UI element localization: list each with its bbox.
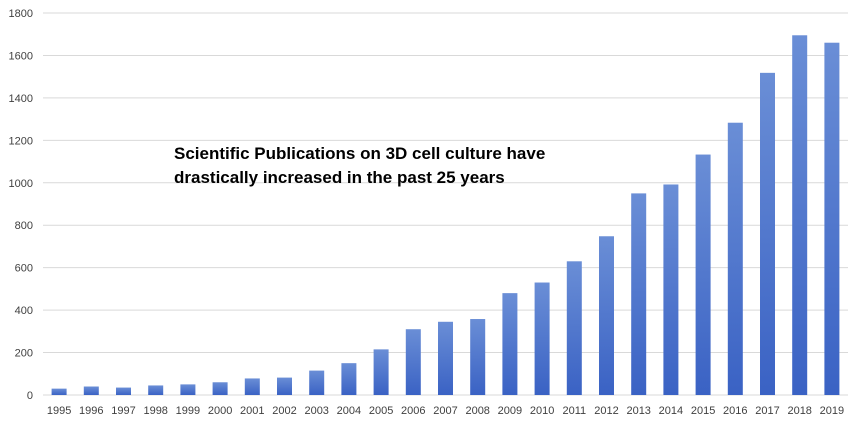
y-tick-label: 1400 — [9, 93, 33, 105]
x-tick-label: 2004 — [337, 405, 361, 417]
x-tick-label: 1997 — [111, 405, 135, 417]
bar-2012 — [599, 236, 614, 395]
bar-1995 — [51, 388, 67, 395]
x-tick-label: 2007 — [433, 405, 457, 417]
y-tick-label: 1800 — [9, 8, 33, 20]
bar-2014 — [663, 184, 679, 395]
x-tick-label: 2000 — [208, 405, 232, 417]
x-tick-label: 2003 — [304, 405, 328, 417]
x-tick-label: 2010 — [530, 405, 554, 417]
y-tick-label: 1600 — [9, 50, 33, 62]
x-tick-label: 2001 — [240, 405, 264, 417]
x-tick-label: 2011 — [562, 405, 586, 417]
bar-2018 — [792, 35, 808, 396]
x-tick-label: 2005 — [369, 405, 393, 417]
x-tick-label: 1995 — [47, 405, 71, 417]
bar-2000 — [212, 382, 228, 395]
bar-1997 — [116, 387, 131, 395]
x-tick-label: 1998 — [143, 405, 167, 417]
x-tick-label: 2016 — [723, 405, 747, 417]
bar-2005 — [373, 349, 389, 395]
annotation-line-2: drastically increased in the past 25 yea… — [174, 168, 505, 187]
y-tick-label: 600 — [15, 263, 33, 275]
x-tick-label: 1996 — [79, 405, 103, 417]
bar-2013 — [631, 193, 647, 395]
x-axis-tick-labels: 1995 1996 1997 1998 1999 2000 2001 2002 2003 2004… — [47, 405, 844, 417]
x-tick-label: 2015 — [691, 405, 715, 417]
x-tick-label: 2002 — [272, 405, 296, 417]
x-tick-label: 2008 — [465, 405, 489, 417]
chart-annotation: Scientific Publications on 3D cell cultu… — [174, 142, 594, 190]
x-tick-label: 2012 — [594, 405, 618, 417]
y-tick-label: 1000 — [9, 178, 33, 190]
y-tick-label: 400 — [15, 305, 33, 317]
y-tick-label: 1200 — [9, 135, 33, 147]
x-tick-label: 2006 — [401, 405, 425, 417]
bar-2015 — [695, 154, 711, 395]
gridlines — [43, 12, 848, 396]
bar-1999 — [180, 384, 196, 395]
bar-2002 — [277, 377, 292, 395]
bar-2007 — [438, 321, 453, 395]
bar-2010 — [534, 282, 550, 395]
bar-2006 — [405, 329, 421, 395]
y-tick-label: 800 — [15, 220, 33, 232]
x-tick-label: 2014 — [659, 405, 683, 417]
bar-2008 — [470, 319, 486, 395]
x-tick-label: 1999 — [176, 405, 200, 417]
bar-2009 — [502, 293, 518, 395]
y-tick-label: 200 — [15, 348, 33, 360]
bar-2017 — [760, 72, 775, 395]
bar-2004 — [341, 363, 357, 395]
annotation-line-1: Scientific Publications on 3D cell cultu… — [174, 144, 546, 163]
x-tick-label: 2019 — [820, 405, 844, 417]
bar-2011 — [566, 261, 582, 395]
x-tick-label: 2017 — [755, 405, 779, 417]
bar-2019 — [824, 42, 840, 395]
bars — [51, 35, 840, 396]
bar-2001 — [244, 378, 260, 395]
y-axis-tick-labels: 0 200 400 600 800 1000 1200 1400 1600 1800 — [9, 8, 33, 402]
y-tick-label: 0 — [27, 390, 33, 402]
bar-2016 — [727, 122, 743, 396]
bar-1998 — [148, 385, 164, 395]
bar-1996 — [83, 386, 99, 395]
bar-2003 — [309, 370, 325, 395]
x-tick-label: 2018 — [787, 405, 811, 417]
x-tick-label: 2013 — [626, 405, 650, 417]
x-tick-label: 2009 — [498, 405, 522, 417]
